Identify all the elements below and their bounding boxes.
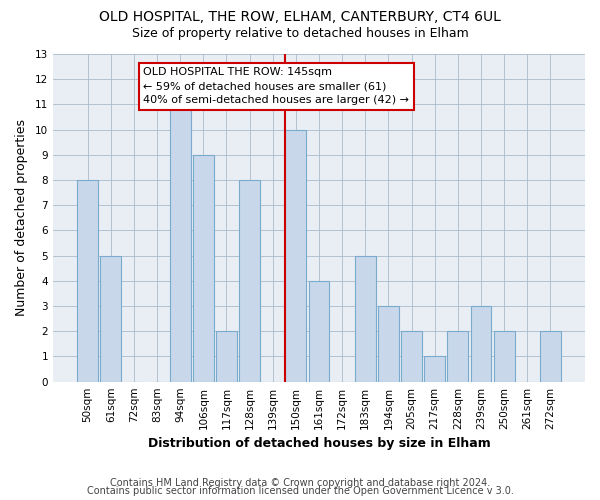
X-axis label: Distribution of detached houses by size in Elham: Distribution of detached houses by size … (148, 437, 490, 450)
Bar (216, 332, 237, 382)
Bar (401, 332, 422, 382)
Bar (193, 155, 214, 382)
Bar (378, 306, 399, 382)
Bar (448, 332, 468, 382)
Text: OLD HOSPITAL THE ROW: 145sqm
← 59% of detached houses are smaller (61)
40% of se: OLD HOSPITAL THE ROW: 145sqm ← 59% of de… (143, 67, 409, 105)
Bar (308, 281, 329, 382)
Bar (355, 256, 376, 382)
Bar (170, 104, 191, 382)
Bar (286, 130, 307, 382)
Bar (100, 256, 121, 382)
Y-axis label: Number of detached properties: Number of detached properties (15, 120, 28, 316)
Text: Contains HM Land Registry data © Crown copyright and database right 2024.: Contains HM Land Registry data © Crown c… (110, 478, 490, 488)
Bar (77, 180, 98, 382)
Bar (540, 332, 561, 382)
Bar (470, 306, 491, 382)
Bar (424, 356, 445, 382)
Text: Contains public sector information licensed under the Open Government Licence v : Contains public sector information licen… (86, 486, 514, 496)
Text: OLD HOSPITAL, THE ROW, ELHAM, CANTERBURY, CT4 6UL: OLD HOSPITAL, THE ROW, ELHAM, CANTERBURY… (99, 10, 501, 24)
Bar (239, 180, 260, 382)
Text: Size of property relative to detached houses in Elham: Size of property relative to detached ho… (131, 28, 469, 40)
Bar (494, 332, 515, 382)
